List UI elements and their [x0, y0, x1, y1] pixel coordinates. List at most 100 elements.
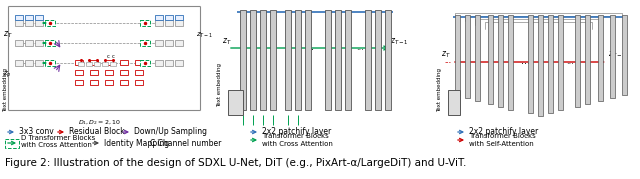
- FancyBboxPatch shape: [585, 15, 590, 104]
- FancyBboxPatch shape: [140, 60, 150, 66]
- FancyBboxPatch shape: [45, 20, 55, 26]
- FancyBboxPatch shape: [120, 70, 128, 75]
- FancyBboxPatch shape: [86, 62, 92, 66]
- FancyBboxPatch shape: [155, 20, 163, 26]
- FancyBboxPatch shape: [110, 62, 116, 66]
- FancyBboxPatch shape: [250, 10, 256, 110]
- FancyBboxPatch shape: [175, 40, 183, 46]
- FancyBboxPatch shape: [365, 10, 371, 110]
- FancyBboxPatch shape: [90, 70, 98, 75]
- Text: $D_1, D_2 = 2, 10$: $D_1, D_2 = 2, 10$: [79, 118, 122, 127]
- FancyBboxPatch shape: [498, 15, 503, 107]
- FancyBboxPatch shape: [270, 10, 276, 110]
- FancyBboxPatch shape: [175, 20, 183, 26]
- FancyBboxPatch shape: [102, 62, 108, 66]
- FancyBboxPatch shape: [448, 90, 460, 115]
- FancyBboxPatch shape: [90, 60, 98, 65]
- FancyBboxPatch shape: [25, 20, 33, 26]
- FancyBboxPatch shape: [155, 15, 163, 20]
- FancyBboxPatch shape: [140, 40, 150, 46]
- FancyBboxPatch shape: [548, 15, 553, 113]
- FancyBboxPatch shape: [260, 10, 266, 110]
- FancyBboxPatch shape: [335, 10, 341, 110]
- FancyBboxPatch shape: [598, 15, 603, 101]
- FancyBboxPatch shape: [5, 139, 19, 148]
- FancyBboxPatch shape: [120, 80, 128, 85]
- FancyBboxPatch shape: [90, 80, 98, 85]
- FancyBboxPatch shape: [345, 10, 351, 110]
- FancyBboxPatch shape: [528, 15, 533, 113]
- Text: Text embedding: Text embedding: [3, 68, 8, 112]
- FancyBboxPatch shape: [25, 15, 33, 20]
- FancyBboxPatch shape: [575, 15, 580, 107]
- Text: ...: ...: [356, 42, 364, 52]
- FancyBboxPatch shape: [622, 15, 627, 95]
- FancyBboxPatch shape: [375, 10, 381, 110]
- FancyBboxPatch shape: [15, 15, 23, 20]
- Text: $z_T$: $z_T$: [3, 30, 13, 40]
- FancyBboxPatch shape: [15, 40, 23, 46]
- FancyBboxPatch shape: [305, 10, 311, 110]
- FancyBboxPatch shape: [165, 40, 173, 46]
- FancyBboxPatch shape: [35, 60, 43, 66]
- Text: Transformer Blocks
with Cross Attention: Transformer Blocks with Cross Attention: [262, 134, 333, 146]
- FancyBboxPatch shape: [455, 15, 460, 95]
- Text: c: c: [106, 54, 109, 59]
- Text: Transformer Blocks
with Self-Attention: Transformer Blocks with Self-Attention: [469, 134, 536, 146]
- Text: $z_T$: $z_T$: [441, 50, 451, 60]
- FancyBboxPatch shape: [75, 70, 83, 75]
- FancyBboxPatch shape: [165, 60, 173, 66]
- Text: $z_{T-1}$: $z_{T-1}$: [390, 37, 409, 47]
- FancyBboxPatch shape: [228, 90, 243, 115]
- FancyBboxPatch shape: [155, 60, 163, 66]
- FancyBboxPatch shape: [385, 10, 391, 110]
- FancyBboxPatch shape: [140, 20, 150, 26]
- Text: Identity Mapping: Identity Mapping: [104, 139, 169, 147]
- FancyArrow shape: [43, 42, 46, 44]
- Text: ...: ...: [305, 42, 314, 52]
- FancyBboxPatch shape: [25, 40, 33, 46]
- FancyBboxPatch shape: [78, 62, 84, 66]
- Text: Text embedding: Text embedding: [438, 68, 442, 112]
- FancyBboxPatch shape: [120, 60, 128, 65]
- Text: ...: ...: [566, 57, 574, 66]
- FancyBboxPatch shape: [285, 10, 291, 110]
- Text: $z_p$: $z_p$: [3, 70, 12, 80]
- Text: $z_{T-1}$: $z_{T-1}$: [196, 30, 213, 40]
- FancyBboxPatch shape: [558, 15, 563, 110]
- FancyBboxPatch shape: [45, 60, 55, 66]
- FancyBboxPatch shape: [488, 15, 493, 104]
- Text: Figure 2: Illustration of the design of SDXL U-Net, DiT (e.g., PixArt-α/LargeDiT: Figure 2: Illustration of the design of …: [5, 158, 467, 168]
- Text: Residual Block: Residual Block: [69, 127, 125, 137]
- FancyBboxPatch shape: [45, 40, 55, 46]
- Text: $z_{T-1}$: $z_{T-1}$: [608, 50, 627, 60]
- FancyBboxPatch shape: [94, 62, 100, 66]
- Text: Down/Up Sampling: Down/Up Sampling: [134, 127, 207, 137]
- FancyBboxPatch shape: [135, 70, 143, 75]
- FancyBboxPatch shape: [25, 60, 33, 66]
- FancyBboxPatch shape: [465, 15, 470, 98]
- FancyBboxPatch shape: [135, 80, 143, 85]
- Text: $z_T$: $z_T$: [222, 37, 232, 47]
- Text: 2x2 patchify layer: 2x2 patchify layer: [469, 127, 538, 137]
- Text: 3x3 conv: 3x3 conv: [19, 127, 54, 137]
- FancyBboxPatch shape: [508, 15, 513, 110]
- FancyBboxPatch shape: [105, 60, 113, 65]
- FancyBboxPatch shape: [240, 10, 246, 110]
- Text: C Channel number: C Channel number: [150, 139, 221, 147]
- FancyBboxPatch shape: [75, 60, 83, 65]
- FancyBboxPatch shape: [475, 15, 480, 101]
- FancyBboxPatch shape: [295, 10, 301, 110]
- FancyBboxPatch shape: [105, 80, 113, 85]
- FancyBboxPatch shape: [538, 15, 543, 116]
- FancyBboxPatch shape: [15, 60, 23, 66]
- Text: D Transformer Blocks
with Cross Attention: D Transformer Blocks with Cross Attentio…: [21, 135, 95, 148]
- FancyBboxPatch shape: [35, 40, 43, 46]
- FancyBboxPatch shape: [165, 20, 173, 26]
- FancyArrow shape: [43, 22, 46, 24]
- FancyBboxPatch shape: [105, 70, 113, 75]
- Text: 2x2 patchify layer: 2x2 patchify layer: [262, 127, 332, 137]
- FancyBboxPatch shape: [35, 15, 43, 20]
- Text: c: c: [111, 54, 115, 59]
- FancyBboxPatch shape: [165, 15, 173, 20]
